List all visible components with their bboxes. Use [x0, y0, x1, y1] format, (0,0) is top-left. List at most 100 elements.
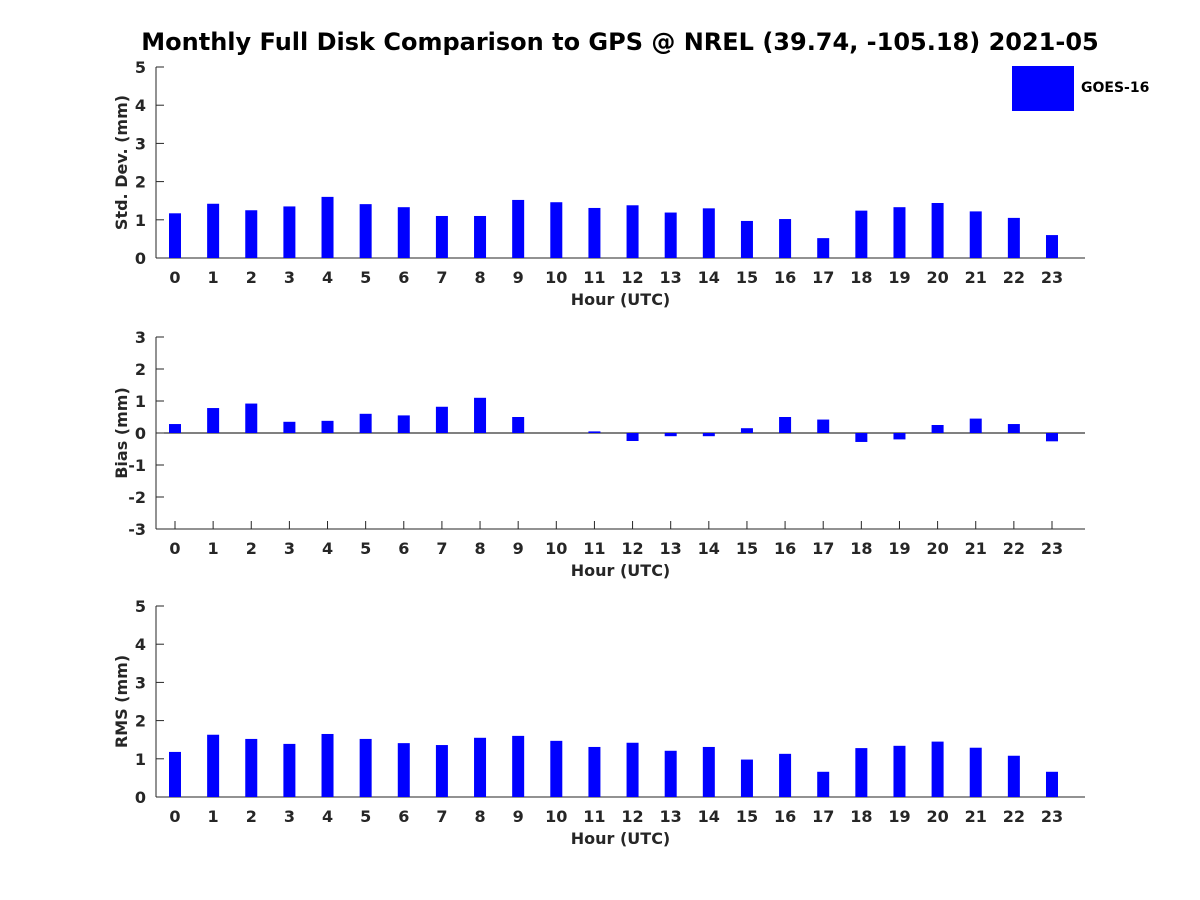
- bar-hour-10: [550, 740, 563, 797]
- y-tick-label: 3: [135, 134, 146, 153]
- x-tick-label: 5: [360, 807, 371, 826]
- x-tick-label: 19: [888, 539, 910, 558]
- bar-hour-18: [855, 748, 868, 797]
- x-tick-label: 14: [698, 539, 720, 558]
- x-tick-label: 18: [850, 268, 872, 287]
- x-tick-label: 11: [583, 539, 605, 558]
- x-tick-label: 22: [1003, 539, 1025, 558]
- x-tick-label: 16: [774, 807, 796, 826]
- bar-hour-3: [283, 743, 296, 797]
- y-tick-label: 5: [135, 58, 146, 77]
- x-tick-label: 20: [926, 539, 948, 558]
- x-tick-label: 22: [1003, 268, 1025, 287]
- x-tick-label: 10: [545, 539, 567, 558]
- bar-hour-10: [550, 202, 563, 258]
- bar-hour-16: [779, 417, 792, 433]
- x-tick-label: 3: [284, 539, 295, 558]
- x-axis-label: Hour (UTC): [571, 829, 671, 848]
- x-tick-label: 17: [812, 539, 834, 558]
- bar-hour-7: [435, 745, 448, 797]
- bar-hour-13: [664, 433, 677, 437]
- x-tick-label: 2: [246, 268, 257, 287]
- x-tick-label: 17: [812, 268, 834, 287]
- bar-hour-1: [207, 734, 220, 797]
- x-tick-label: 23: [1041, 268, 1063, 287]
- bar-hour-17: [817, 419, 830, 433]
- bar-hour-4: [321, 733, 334, 797]
- bar-hour-23: [1045, 433, 1058, 442]
- bar-hour-9: [512, 417, 525, 433]
- x-tick-label: 23: [1041, 539, 1063, 558]
- bar-hour-19: [893, 207, 906, 258]
- bar-hour-21: [969, 747, 982, 797]
- x-tick-label: 15: [736, 807, 758, 826]
- legend-swatch-goes16: [1012, 66, 1074, 111]
- bar-hour-19: [893, 745, 906, 797]
- bar-hour-5: [359, 738, 372, 797]
- x-tick-label: 11: [583, 807, 605, 826]
- x-tick-label: 9: [513, 268, 524, 287]
- bar-hour-18: [855, 433, 868, 442]
- bar-hour-4: [321, 196, 334, 258]
- x-tick-label: 20: [926, 268, 948, 287]
- x-tick-label: 4: [322, 807, 333, 826]
- x-tick-label: 4: [322, 539, 333, 558]
- bar-hour-13: [664, 212, 677, 258]
- y-tick-label: -1: [128, 456, 146, 475]
- x-tick-label: 23: [1041, 807, 1063, 826]
- bar-hour-8: [474, 737, 487, 797]
- bar-hour-12: [626, 205, 639, 258]
- bar-hour-16: [779, 753, 792, 797]
- x-tick-label: 1: [208, 539, 219, 558]
- y-tick-label: 1: [135, 211, 146, 230]
- bar-hour-23: [1045, 235, 1058, 258]
- bar-hour-22: [1007, 424, 1020, 433]
- x-tick-label: 8: [474, 268, 485, 287]
- bar-hour-11: [588, 431, 601, 433]
- bar-hour-3: [283, 421, 296, 433]
- x-tick-label: 13: [660, 268, 682, 287]
- bar-hour-15: [740, 220, 753, 258]
- bar-hour-18: [855, 210, 868, 258]
- bar-hour-6: [397, 415, 410, 433]
- bar-hour-9: [512, 199, 525, 258]
- bar-hour-16: [779, 219, 792, 258]
- bar-hour-8: [474, 215, 487, 258]
- bar-hour-9: [512, 735, 525, 797]
- x-tick-label: 14: [698, 807, 720, 826]
- x-tick-label: 19: [888, 807, 910, 826]
- x-tick-label: 8: [474, 807, 485, 826]
- bar-hour-6: [397, 743, 410, 797]
- y-tick-label: 4: [135, 96, 146, 115]
- x-tick-label: 12: [621, 268, 643, 287]
- bar-hour-2: [245, 403, 258, 433]
- x-tick-label: 15: [736, 268, 758, 287]
- legend-label-goes16: GOES-16: [1081, 80, 1150, 96]
- bar-hour-5: [359, 413, 372, 433]
- bar-hour-0: [169, 751, 181, 797]
- bar-hour-0: [169, 424, 181, 433]
- x-tick-label: 8: [474, 539, 485, 558]
- bar-hour-15: [740, 759, 753, 797]
- x-tick-label: 9: [513, 539, 524, 558]
- bar-hour-0: [169, 213, 181, 258]
- bar-hour-23: [1045, 771, 1058, 797]
- bar-hour-22: [1007, 755, 1020, 797]
- y-tick-label: 0: [135, 788, 146, 807]
- y-tick-label: 0: [135, 249, 146, 268]
- bar-hour-17: [817, 771, 830, 797]
- y-tick-label: 4: [135, 635, 146, 654]
- y-tick-label: 3: [135, 673, 146, 692]
- y-tick-label: 3: [135, 328, 146, 347]
- x-tick-label: 7: [436, 539, 447, 558]
- x-tick-label: 18: [850, 807, 872, 826]
- x-tick-label: 0: [169, 268, 180, 287]
- x-tick-label: 16: [774, 268, 796, 287]
- bar-hour-19: [893, 433, 906, 440]
- x-tick-label: 13: [660, 539, 682, 558]
- x-tick-label: 15: [736, 539, 758, 558]
- bar-hour-5: [359, 204, 372, 258]
